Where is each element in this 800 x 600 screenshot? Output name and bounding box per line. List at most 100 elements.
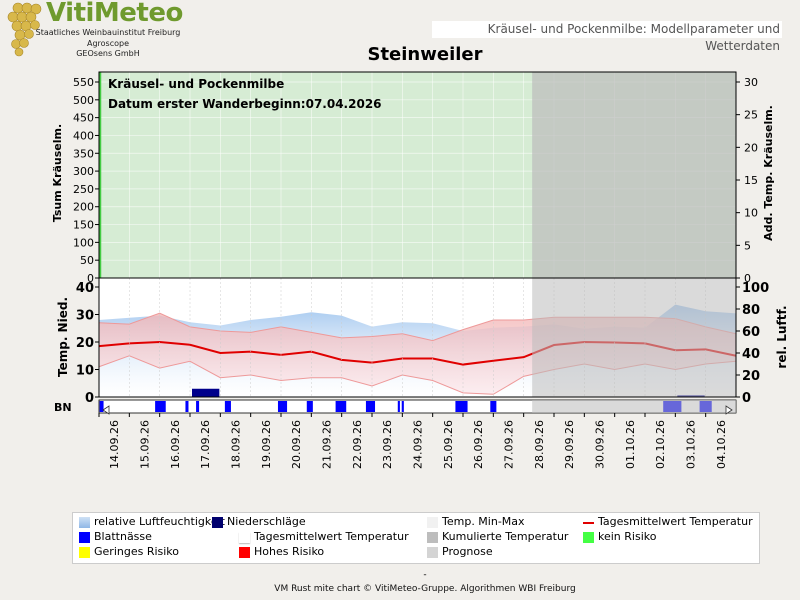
y-tick-label-left: 350	[73, 147, 94, 160]
prognose-area-bottom	[532, 278, 736, 397]
y-tick-label-right: 25	[744, 109, 758, 122]
legend-label: Niederschläge	[227, 515, 306, 528]
leaf-wetness-bar	[155, 401, 166, 412]
x-tick-label: 04.10.26	[715, 420, 728, 469]
chart-annotation-model: Kräusel- und Pockenmilbe	[108, 77, 284, 91]
legend-label: Tagesmittelwert Temperatur	[598, 515, 753, 528]
legend-swatch-prognose	[427, 547, 438, 558]
x-tick-label: 21.09.26	[321, 420, 334, 469]
y-tick-label-left: 100	[73, 236, 94, 249]
y-tick-label-right: 80	[742, 303, 760, 318]
y-tick-label-left: 200	[73, 201, 94, 214]
prognose-area-bn	[532, 400, 736, 413]
x-tick-label: 26.09.26	[472, 420, 485, 469]
legend-swatch-rain	[212, 517, 223, 528]
x-tick-label: 25.09.26	[442, 420, 455, 469]
leaf-wetness-bar	[365, 401, 376, 412]
y-tick-label-right: 20	[742, 369, 760, 384]
y-tick-label-right: 15	[744, 174, 758, 187]
prognose-area-top	[532, 72, 736, 278]
leaf-wetness-bar	[401, 401, 404, 412]
legend-swatch-humidity	[79, 517, 90, 528]
y-tick-label-left: 500	[73, 94, 94, 107]
legend-label: relative Luftfeuchtigkeit	[94, 515, 225, 528]
y-tick-label-right: 10	[744, 207, 758, 220]
y-tick-label-left: 40	[76, 281, 94, 296]
leaf-wetness-bar	[277, 401, 288, 412]
bottom-plot-frame	[98, 277, 737, 398]
y-tick-label-right: 5	[744, 239, 751, 252]
y-tick-label-right: 30	[744, 76, 758, 89]
chart-title: Steinweiler	[367, 44, 483, 65]
x-tick-label: 27.09.26	[503, 420, 516, 469]
scroll-right-icon	[725, 405, 733, 415]
y-tick-label-right: 100	[742, 281, 769, 296]
legend-swatch-temp-line	[583, 522, 594, 524]
logo-agroscope: Agroscope	[86, 39, 130, 48]
x-tick-label: 29.09.26	[563, 420, 576, 469]
legend-label: Hohes Risiko	[254, 545, 325, 558]
x-tick-label: 15.09.26	[139, 420, 152, 469]
x-tick-label: 16.09.26	[169, 420, 182, 469]
leaf-wetness-bar	[306, 401, 313, 412]
grape-icon	[7, 2, 42, 57]
footer-credit: VM Rust mite chart © VitiMeteo-Gruppe. A…	[274, 584, 576, 594]
legend-label: Blattnässe	[94, 530, 152, 543]
legend-label: Temp. Min-Max	[442, 515, 525, 528]
y-tick-label-left: 0	[87, 272, 94, 285]
legend-label: kein Risiko	[598, 530, 657, 543]
chart-annotation-date: Datum erster Wanderbeginn:07.04.2026	[108, 97, 382, 111]
legend-label: Kumulierte Temperatur	[442, 530, 569, 543]
y-tick-label-right: 40	[742, 347, 760, 362]
leaf-wetness-bar	[490, 401, 497, 412]
y-axis-label-right-bottom: rel. Luftf.	[775, 305, 789, 368]
footer-separator: -	[423, 570, 427, 580]
x-tick-label: 18.09.26	[230, 420, 243, 469]
logo-geosens: GEOsens GmbH	[76, 49, 140, 58]
y-tick-label-left: 10	[76, 364, 94, 379]
legend-label: Geringes Risiko	[94, 545, 180, 558]
leaf-wetness-bar	[335, 401, 347, 412]
legend-swatch-green	[583, 532, 594, 543]
y-axis-label-right-top: Add. Temp. Kräuselm.	[762, 105, 775, 241]
y-tick-label-left: 250	[73, 183, 94, 196]
y-axis-label-left-bottom: Temp. Nied.	[56, 297, 70, 377]
legend-swatch-white	[239, 532, 250, 543]
x-tick-label: 19.09.26	[260, 420, 273, 469]
leaf-wetness-bar	[185, 401, 189, 412]
chart-subtitle: Kräusel- und Pockenmilbe: Modellparamete…	[432, 21, 782, 53]
x-tick-label: 24.09.26	[412, 420, 425, 469]
x-tick-label: 01.10.26	[624, 420, 637, 469]
y-tick-label-left: 450	[73, 112, 94, 125]
legend-swatch-leafwet	[79, 532, 90, 543]
x-tick-label: 14.09.26	[108, 420, 121, 469]
x-tick-label: 23.09.26	[381, 420, 394, 469]
rain-bar	[192, 388, 220, 397]
leaf-wetness-bar	[196, 401, 200, 412]
y-tick-label-left: 550	[73, 76, 94, 89]
y-tick-label-left: 0	[85, 391, 94, 406]
x-tick-label: 22.09.26	[351, 420, 364, 469]
y-tick-label-left: 300	[73, 165, 94, 178]
scroll-left-icon	[102, 405, 110, 415]
legend-swatch-yellow	[79, 547, 90, 558]
legend-swatch-red	[239, 547, 250, 558]
vitimeteo-logo: VitiMeteo Staatliches Weinbauinstitut Fr…	[0, 0, 200, 62]
legend-label: Tagesmittelwert Temperatur	[254, 530, 409, 543]
y-tick-label-right: 60	[742, 325, 760, 340]
x-tick-label: 03.10.26	[685, 420, 698, 469]
leaf-wetness-bar	[455, 401, 468, 412]
chart-svg: 0501001502002503003504004505005500510152…	[51, 71, 789, 469]
y-tick-label-left: 400	[73, 129, 94, 142]
x-tick-label: 20.09.26	[290, 420, 303, 469]
logo-institute: Staatliches Weinbauinstitut Freiburg	[35, 28, 181, 37]
logo-title: VitiMeteo	[46, 0, 183, 28]
y-tick-label-left: 20	[76, 336, 94, 351]
y-tick-label-left: 30	[76, 309, 94, 324]
chart-legend: relative Luftfeuchtigkeit Niederschläge …	[72, 512, 760, 564]
y-tick-label-left: 150	[73, 219, 94, 232]
leaf-wetness-bar	[397, 401, 400, 412]
y-axis-label-left-top: Tsum Kräuselm.	[51, 124, 64, 222]
legend-swatch-grey	[427, 532, 438, 543]
leaf-wetness-bar	[99, 401, 104, 412]
